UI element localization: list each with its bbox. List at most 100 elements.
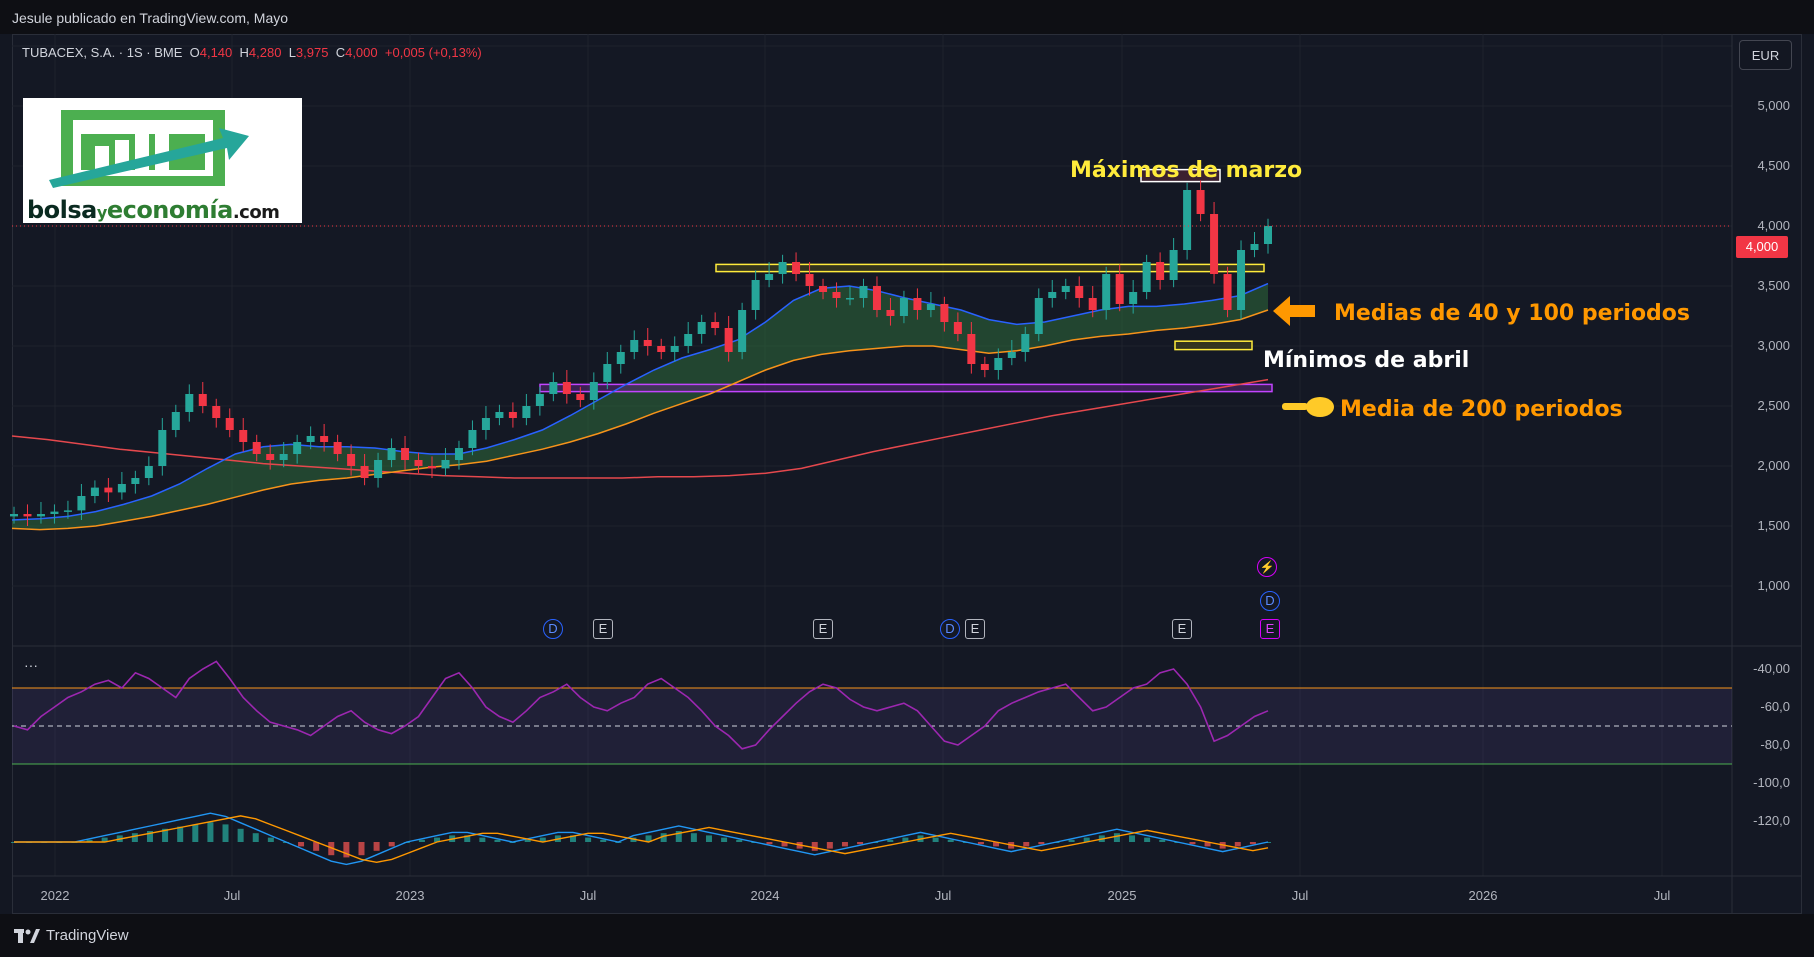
candle-body	[1196, 190, 1205, 214]
dividend-event-icon[interactable]: D	[940, 619, 960, 639]
dividend-event-icon[interactable]: D	[1260, 591, 1280, 611]
candle-body	[252, 442, 261, 454]
high-label: H	[239, 45, 249, 60]
candle-body	[899, 298, 908, 316]
candle-body	[549, 382, 558, 394]
candle-body	[711, 322, 720, 328]
macd-histogram-bar	[358, 842, 365, 856]
open-value: 4,140	[199, 45, 233, 60]
earnings-event-icon[interactable]: E	[593, 619, 613, 639]
candle-body	[522, 406, 531, 418]
macd-histogram-bar	[434, 837, 441, 842]
tradingview-brand[interactable]: TradingView	[14, 927, 129, 944]
candle-body	[630, 340, 639, 352]
time-tick-label: Jul	[580, 888, 597, 903]
macd-signal-line	[14, 815, 1269, 864]
tradingview-brand-text: TradingView	[46, 927, 129, 944]
candle-body	[144, 466, 153, 478]
rsi-pane	[12, 660, 1732, 765]
candle-body	[1102, 274, 1111, 310]
top-bar: Jesule publicado en TradingView.com, May…	[0, 0, 1814, 34]
logo-text: bolsayeconomía.com	[27, 196, 280, 224]
candle-body	[266, 454, 275, 460]
time-tick-label: 2025	[1108, 888, 1137, 903]
macd-histogram-bar	[162, 828, 169, 842]
price-zone	[1174, 340, 1253, 351]
candle-body	[535, 394, 544, 406]
time-tick-label: 2022	[41, 888, 70, 903]
time-tick-label: Jul	[224, 888, 241, 903]
candle-body	[171, 412, 180, 430]
time-axis: 2022 Jul 2023 Jul 2024 Jul 2025 Jul 2026 Jul	[41, 888, 1671, 903]
tradingview-logo-icon	[14, 928, 40, 943]
candle-body	[508, 412, 517, 418]
annotation-april-lows: Mínimos de abril	[1263, 348, 1470, 373]
candle-body	[819, 286, 828, 292]
published-by-text: Jesule publicado en TradingView.com, May…	[12, 10, 289, 26]
candle-body	[1250, 244, 1259, 250]
macd-histogram-bar	[524, 839, 531, 842]
time-tick-label: 2023	[396, 888, 425, 903]
time-tick-label: 2024	[751, 888, 780, 903]
macd-histogram-bar	[902, 837, 909, 842]
change-value: +0,005 (+0,13%)	[384, 45, 482, 60]
candle-body	[1061, 286, 1070, 292]
macd-histogram-bar	[826, 842, 833, 849]
candle-body	[198, 394, 207, 406]
candle-body	[77, 496, 86, 511]
earnings-event-icon[interactable]: E	[1260, 619, 1280, 639]
ma-40-100-fill	[12, 283, 1268, 530]
currency-button[interactable]: EUR	[1739, 40, 1792, 70]
macd-histogram-bar	[1113, 833, 1120, 842]
macd-histogram-bar	[373, 842, 380, 851]
split-event-icon[interactable]: ⚡	[1257, 557, 1277, 577]
candle-body	[859, 286, 868, 298]
dividend-event-icon[interactable]: D	[543, 619, 563, 639]
time-tick-label: Jul	[1654, 888, 1671, 903]
macd-histogram-bar	[585, 837, 592, 842]
candle-body	[1183, 190, 1192, 250]
candles	[10, 180, 1272, 526]
logo-graphic	[49, 110, 249, 188]
indicator-menu-icon[interactable]: ···	[24, 657, 38, 673]
candle-body	[926, 304, 935, 310]
earnings-event-icon[interactable]: E	[965, 619, 985, 639]
zones	[539, 168, 1273, 393]
macd-histogram-bar	[645, 835, 652, 842]
macd-histogram-bar	[343, 842, 350, 858]
candle-body	[778, 262, 787, 274]
ma-40-line	[11, 282, 1269, 521]
macd-histogram-bar	[1189, 842, 1196, 845]
macd-histogram-bar	[86, 839, 93, 842]
macd-histogram-bar	[1068, 839, 1075, 842]
annotation-ma-200: Media de 200 periodos	[1340, 397, 1623, 422]
candle-body	[643, 340, 652, 346]
price-zone	[539, 383, 1273, 393]
candle-body	[886, 310, 895, 316]
macd-histogram-bar	[101, 837, 108, 842]
candle-body	[360, 466, 369, 478]
candle-body	[1007, 352, 1016, 358]
macd-histogram-bar	[781, 842, 788, 847]
candle-body	[1264, 226, 1272, 244]
earnings-event-icon[interactable]: E	[813, 619, 833, 639]
annotation-ma-40-100: Medias de 40 y 100 periodos	[1334, 301, 1691, 326]
macd-histogram-bar	[1129, 835, 1136, 842]
candle-body	[468, 430, 477, 448]
macd-histogram-bar	[1249, 842, 1256, 845]
rsi-tick-label: -100,0	[1753, 775, 1790, 790]
left-arrow-icon	[1273, 296, 1315, 326]
macd-histogram-bar	[887, 839, 894, 842]
candle-body	[940, 304, 949, 322]
macd-histogram-bar	[146, 831, 153, 842]
price-zone	[1140, 168, 1221, 183]
candle-body	[279, 454, 288, 460]
candle-body	[913, 298, 922, 310]
candle-body	[10, 514, 18, 517]
earnings-event-icon[interactable]: E	[1172, 619, 1192, 639]
candle-body	[1210, 214, 1219, 274]
candle-body	[684, 334, 693, 346]
symbol-legend[interactable]: TUBACEX, S.A. · 1S · BME O4,140 H4,280 L…	[22, 45, 482, 60]
candle-body	[212, 406, 221, 418]
